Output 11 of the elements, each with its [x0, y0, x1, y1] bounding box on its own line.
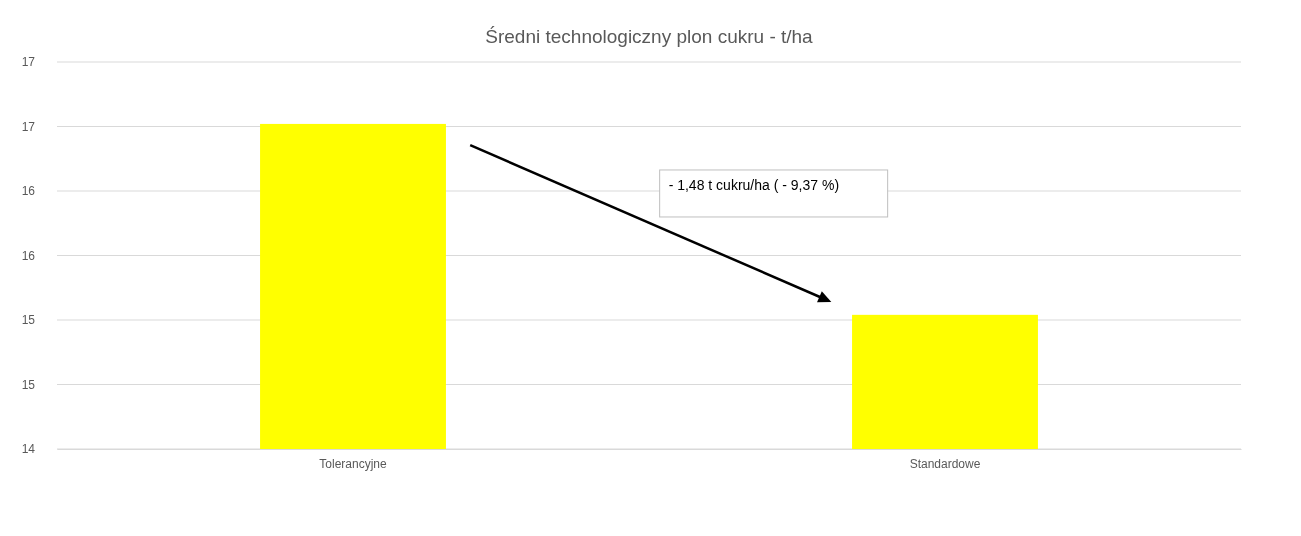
y-tick-label: 16: [21, 184, 36, 199]
annotation: - 1,48 t cukru/ha ( - 9,37 %): [668, 176, 840, 193]
y-tick-label: 14: [21, 442, 36, 457]
x-tick-label: Tolerancyjne: [319, 456, 388, 471]
y-tick-label: 17: [21, 119, 36, 134]
y-tick-label: 17: [21, 55, 36, 70]
y-tick-label: 15: [21, 313, 36, 328]
y-tick-label: 16: [21, 248, 36, 263]
y-tick-label: 15: [21, 377, 36, 392]
x-tick-label: Standardowe: [909, 456, 981, 471]
chart-title: Średni technologiczny plon cukru - t/ha: [485, 26, 814, 47]
